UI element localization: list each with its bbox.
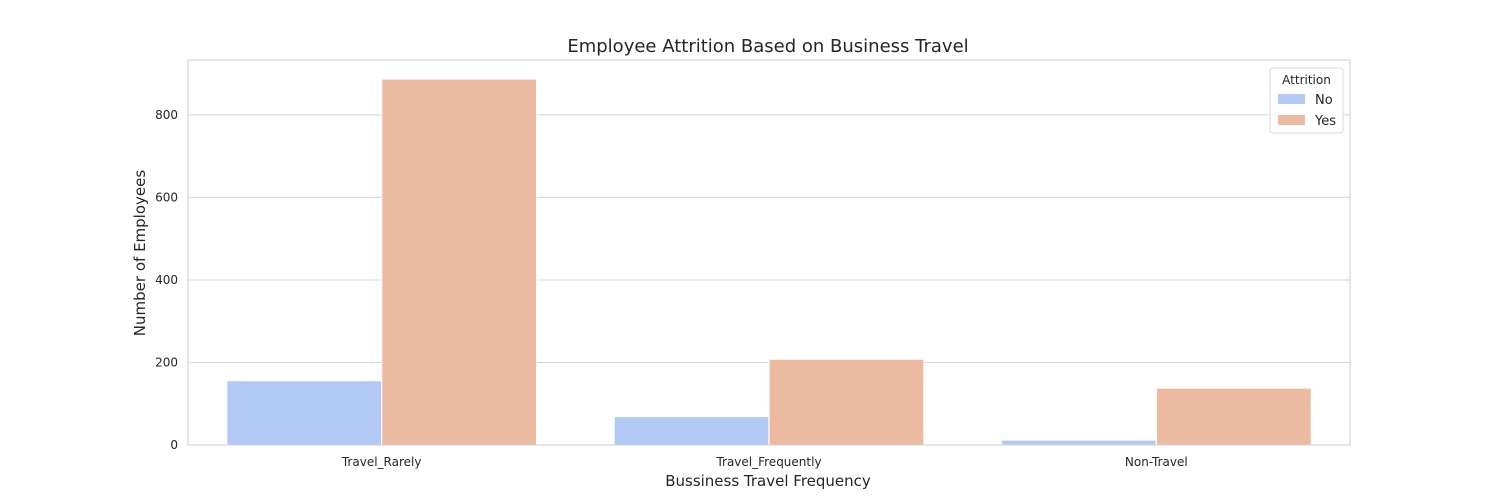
y-tick-label: 0 (170, 438, 178, 452)
x-axis-ticks: Travel_Rarely Travel_Frequently Non-Travel (341, 455, 1188, 469)
x-axis-label: Bussiness Travel Frequency (665, 472, 871, 490)
legend-swatch-yes (1278, 115, 1305, 125)
y-axis-label: Number of Employees (131, 170, 149, 337)
bar-no-non-travel (1000, 439, 1157, 446)
y-axis-ticks: 0 200 400 600 800 (155, 108, 178, 452)
legend-label-no: No (1315, 93, 1333, 108)
y-tick-label: 400 (155, 273, 178, 287)
legend-label-yes: Yes (1314, 114, 1336, 129)
x-tick-label: Travel_Rarely (341, 455, 422, 469)
bar-no-travel-rarely (226, 380, 383, 446)
legend-title: Attrition (1282, 73, 1331, 87)
legend-items: No Yes (1278, 93, 1336, 129)
legend-swatch-no (1278, 94, 1305, 104)
chart-title: Employee Attrition Based on Business Tra… (567, 36, 968, 57)
bar-yes-non-travel (1155, 387, 1312, 446)
bars (226, 78, 1312, 446)
legend: Attrition No Yes (1269, 67, 1344, 134)
bar-yes-travel-frequently (768, 358, 925, 446)
x-tick-label: Travel_Frequently (715, 455, 821, 469)
bar-yes-travel-rarely (381, 78, 538, 446)
y-tick-label: 600 (155, 190, 178, 204)
y-tick-label: 200 (155, 355, 178, 369)
plot-frame (187, 59, 1351, 446)
y-tick-label: 800 (155, 108, 178, 122)
bar-no-travel-frequently (613, 415, 770, 446)
x-tick-label: Non-Travel (1125, 455, 1188, 469)
